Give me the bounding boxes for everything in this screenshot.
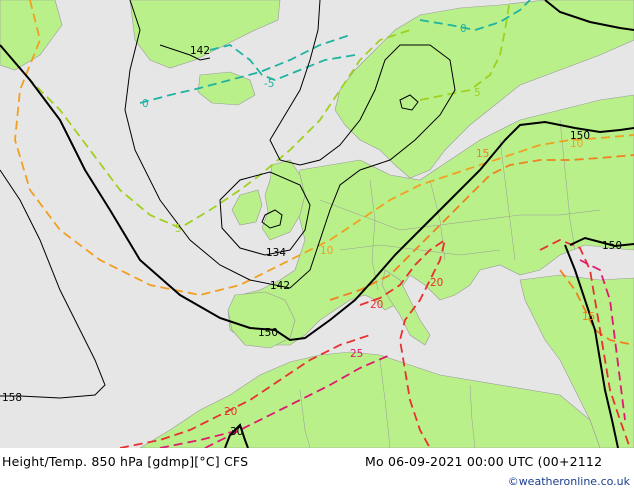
- height-contour-150-north: [544, 0, 634, 31]
- temp-contour-5-west: [0, 29, 411, 230]
- height-contour-150-east: [569, 236, 634, 248]
- label-temp-minus5: -5: [264, 78, 274, 90]
- label-temp-5-west: 5: [175, 223, 182, 235]
- height-contours: [0, 0, 634, 448]
- label-temp-20-central: 20: [370, 299, 383, 311]
- height-contour-150-east-down: [564, 244, 619, 448]
- italy-land: [381, 269, 431, 346]
- label-height-134: 134: [266, 247, 286, 259]
- label-temp-20-south: 20: [224, 406, 237, 418]
- height-contour-142-top: [159, 44, 211, 61]
- temp-contour-0-west: [139, 34, 351, 104]
- contour-labels: 142 134 142 150 150 150 158 -5 0 0 5 5 1…: [2, 23, 622, 438]
- label-temp-5-ne: 5: [474, 87, 481, 99]
- temp-contour-10-west: [14, 0, 634, 296]
- height-contour-150-west: [0, 44, 634, 342]
- height-contour-142: [124, 0, 456, 289]
- map-footer: Height/Temp. 850 hPa [gdmp][°C] CFS Mo 0…: [0, 448, 634, 490]
- forecast-time: Mo 06-09-2021 00:00 UTC (00+2112: [365, 454, 603, 469]
- label-temp-15-east: 15: [582, 311, 595, 323]
- iceland-land: [197, 71, 256, 106]
- temp-contour-25: [159, 354, 391, 448]
- credit-link[interactable]: ©weatheronline.co.uk: [507, 475, 630, 488]
- label-temp-25: 25: [350, 348, 363, 360]
- height-contour-158: [0, 169, 106, 399]
- label-height-142-top: 142: [190, 45, 210, 57]
- label-temp-20-east: 20: [430, 277, 443, 289]
- label-height-150-east: 150: [602, 240, 622, 252]
- north-africa-land: [139, 351, 601, 448]
- label-temp-30: 30: [230, 426, 243, 438]
- temp-contour-5-ne: [419, 0, 511, 101]
- label-temp-10-ne: 10: [570, 138, 583, 150]
- temp-contour-30: [204, 429, 241, 448]
- weather-map: 142 134 142 150 150 150 158 -5 0 0 5 5 1…: [0, 0, 634, 448]
- height-contour-142-loop: [399, 94, 419, 111]
- iberia-land: [227, 291, 296, 349]
- label-temp-15-ne: 15: [476, 148, 489, 160]
- map-title: Height/Temp. 850 hPa [gdmp][°C] CFS: [2, 454, 249, 469]
- label-temp-0-west: 0: [142, 98, 149, 110]
- temp-contour-15-east: [559, 269, 634, 346]
- ireland-land: [231, 189, 263, 226]
- label-temp-0-north: 0: [460, 23, 467, 35]
- britain-land: [261, 159, 306, 241]
- label-height-150-west: 150: [258, 327, 278, 339]
- label-temp-10-west: 10: [320, 245, 333, 257]
- height-contour-134-big: [219, 171, 311, 256]
- greenland-land: [129, 0, 281, 69]
- label-height-142: 142: [270, 280, 290, 292]
- country-borders: [299, 119, 601, 448]
- left-coast-land: [0, 0, 63, 71]
- temp-contour-25-east: [579, 259, 626, 421]
- label-height-158: 158: [2, 392, 22, 404]
- temp-contour-minus5: [209, 44, 356, 81]
- temp-contour-20-central: [359, 237, 447, 448]
- label-height-150-ne: 150: [570, 130, 590, 142]
- height-contour-158-south: [224, 423, 249, 448]
- height-contour-134: [261, 209, 283, 229]
